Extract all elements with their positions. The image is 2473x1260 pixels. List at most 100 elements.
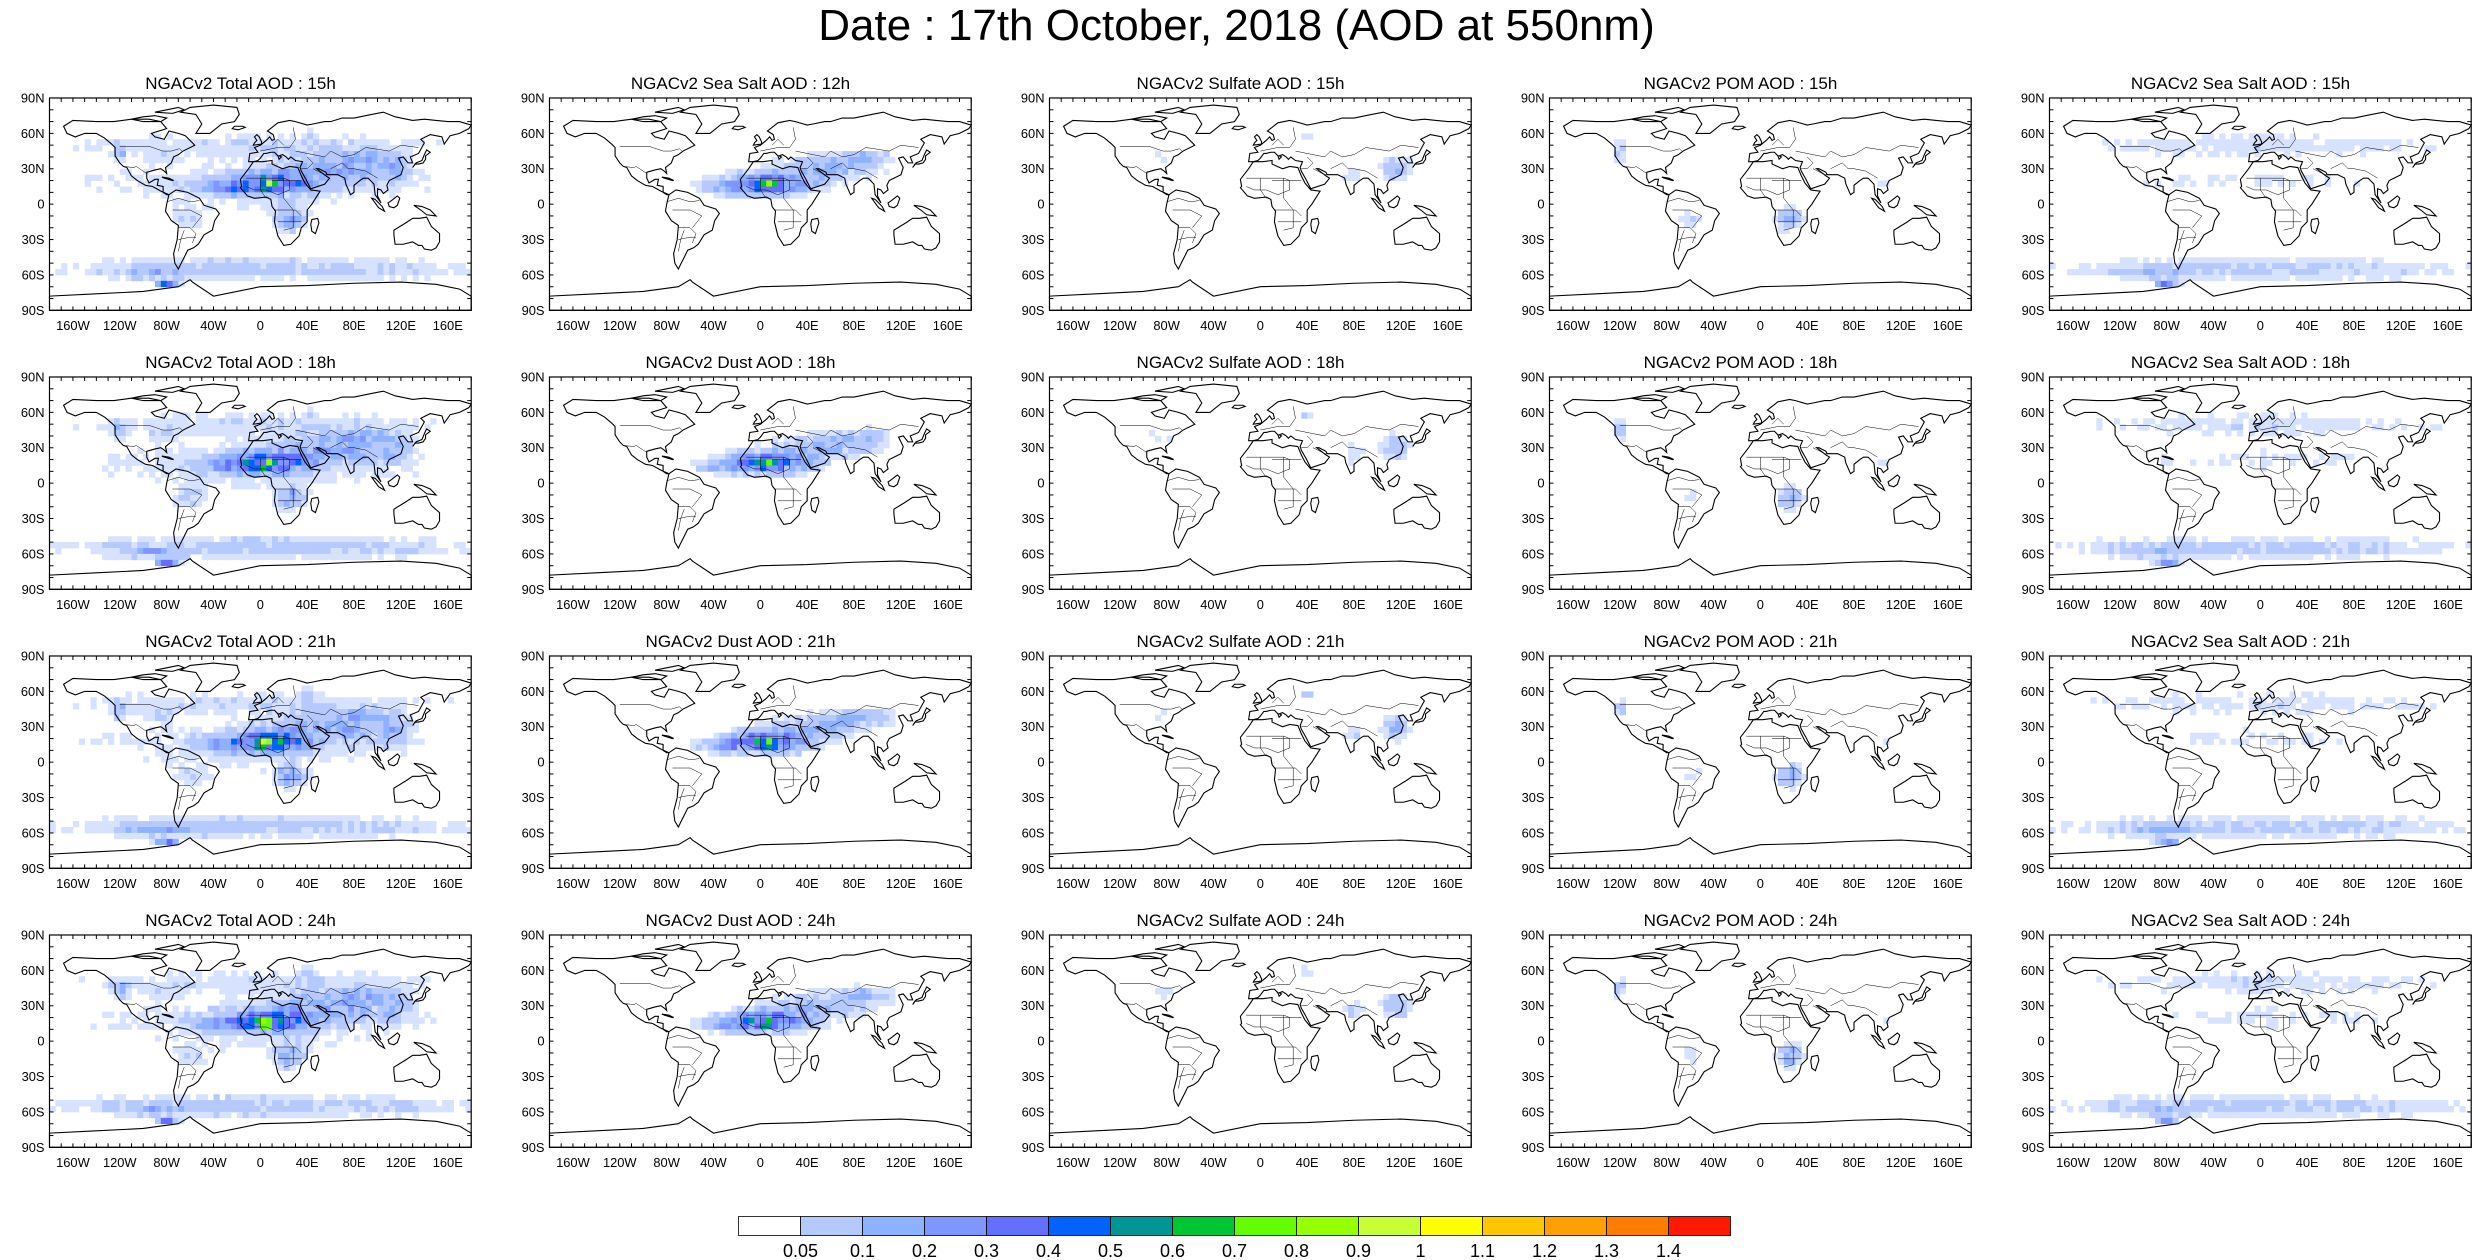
lat-tick-label: 60N: [1521, 963, 1545, 978]
lon-tick-label: 160W: [2056, 876, 2090, 891]
lat-tick-label: 60S: [1522, 546, 1545, 561]
map-panel: NGACv2 Sea Salt AOD : 18h 90N 60N 30N 0 30S 60…: [2008, 353, 2473, 631]
aod-colorbar: 0.05 0.1 0.2 0.3 0.4 0.5 0.6 0.7 0.8 0.9 1 1.1 1.2 1.…: [738, 1216, 1731, 1260]
lon-tick-label: 120W: [2103, 1155, 2137, 1170]
colorbar-label: 1.3: [1594, 1241, 1619, 1260]
lon-tick-label: 40E: [1296, 318, 1319, 333]
lon-tick-label: 120E: [886, 876, 916, 891]
figure-title: Date : 17th October, 2018 (AOD at 550nm): [818, 1, 1655, 50]
world-map: 90N 60N 30N 0 30S 60S 90S 160W 120W 80W 40W 0 40E 80E…: [1521, 369, 1973, 612]
lat-tick-label: 60S: [522, 825, 545, 840]
lon-tick-label: 80W: [2153, 597, 2180, 612]
coastlines: [1548, 941, 1973, 1148]
lon-tick-label: 80E: [343, 597, 366, 612]
lon-tick-label: 120E: [2386, 1155, 2416, 1170]
lon-tick-label: 80W: [653, 876, 680, 891]
map-panel: NGACv2 POM AOD : 15h 90N 60N 30N 0 30S 60S 90S 1…: [1508, 74, 1973, 352]
aod-field: [2049, 970, 2466, 1125]
lon-tick-label: 0: [1757, 876, 1764, 891]
colorbar-label: 1.2: [1532, 1241, 1557, 1260]
lat-tick-label: 60S: [1022, 546, 1045, 561]
colorbar-label: 0.5: [1098, 1241, 1123, 1260]
lat-tick-label: 30S: [2022, 511, 2045, 526]
lon-tick-label: 160E: [933, 876, 963, 891]
lon-tick-label: 40W: [1200, 597, 1227, 612]
colorbar-swatch: [1544, 1216, 1607, 1236]
colorbar-swatch: [1234, 1216, 1297, 1236]
aod-field: [1149, 412, 1414, 466]
lon-tick-label: 120E: [886, 1155, 916, 1170]
lon-tick-label: 120W: [1603, 1155, 1637, 1170]
lon-tick-label: 80E: [1343, 876, 1366, 891]
colorbar-label: 0.9: [1346, 1241, 1371, 1260]
lat-tick-label: 30N: [1521, 161, 1545, 176]
lon-tick-label: 40W: [200, 597, 227, 612]
colorbar-swatch: [1172, 1216, 1235, 1236]
panel-title: NGACv2 Total AOD : 15h: [145, 74, 336, 93]
lon-tick-label: 160E: [1933, 597, 1963, 612]
lat-tick-label: 30N: [521, 719, 545, 734]
colorbar-label: 1: [1415, 1241, 1425, 1260]
lon-tick-label: 120W: [1603, 597, 1637, 612]
lon-tick-label: 80E: [2343, 1155, 2366, 1170]
lat-tick-label: 60N: [21, 126, 45, 141]
colorbar-swatch: [1048, 1216, 1111, 1236]
lon-tick-label: 40W: [700, 318, 727, 333]
lat-tick-label: 30N: [521, 161, 545, 176]
lat-tick-label: 0: [537, 1034, 544, 1049]
lon-tick-label: 80E: [343, 876, 366, 891]
lat-tick-label: 30S: [1022, 1069, 1045, 1084]
country-borders: [119, 685, 419, 810]
colorbar-swatch: [800, 1216, 863, 1236]
lat-tick-label: 30S: [522, 232, 545, 247]
lat-tick-label: 30S: [522, 1069, 545, 1084]
coastlines: [548, 941, 973, 1148]
coastlines: [548, 662, 973, 869]
country-borders: [119, 964, 419, 1089]
aod-field: [690, 982, 896, 1036]
lat-tick-label: 0: [37, 755, 44, 770]
lat-tick-label: 30N: [1021, 161, 1045, 176]
lat-tick-label: 60S: [22, 546, 45, 561]
lat-tick-label: 90N: [21, 369, 45, 384]
colorbar-swatch: [1110, 1216, 1173, 1236]
panel-title: NGACv2 POM AOD : 21h: [1643, 632, 1838, 651]
country-borders: [1619, 406, 1919, 531]
map-panel: NGACv2 POM AOD : 24h 90N 60N 30N 0 30S 60S 90S 1…: [1508, 911, 1973, 1189]
lon-tick-label: 40E: [796, 876, 819, 891]
panel-title: NGACv2 Sea Salt AOD : 21h: [2130, 632, 2351, 651]
lat-tick-label: 0: [2037, 197, 2044, 212]
lat-tick-label: 90S: [1022, 582, 1045, 597]
lon-tick-label: 120E: [886, 318, 916, 333]
lon-tick-label: 0: [1757, 318, 1764, 333]
colorbar-label: 1.4: [1656, 1241, 1681, 1260]
lon-tick-label: 160E: [1433, 876, 1463, 891]
lon-tick-label: 160W: [1556, 1155, 1590, 1170]
lon-tick-label: 120W: [603, 597, 637, 612]
lat-tick-label: 90S: [522, 1140, 545, 1155]
lon-tick-label: 160W: [1056, 876, 1090, 891]
lon-tick-label: 40E: [2296, 1155, 2319, 1170]
lon-tick-label: 120E: [1886, 876, 1916, 891]
lon-tick-label: 120E: [386, 597, 416, 612]
panel-title: NGACv2 Sea Salt AOD : 18h: [2130, 353, 2351, 372]
country-borders: [1119, 406, 1419, 531]
colorbar-label: 0.05: [783, 1241, 818, 1260]
lon-tick-label: 160E: [1933, 876, 1963, 891]
lon-tick-label: 120W: [603, 318, 637, 333]
lon-tick-label: 40W: [200, 1155, 227, 1170]
panel-title: NGACv2 Dust AOD : 21h: [645, 632, 836, 651]
lon-tick-label: 160W: [1556, 876, 1590, 891]
lat-tick-label: 60S: [1522, 825, 1545, 840]
lon-tick-label: 120W: [103, 597, 137, 612]
lon-tick-label: 80E: [1343, 318, 1366, 333]
lat-tick-label: 0: [1037, 1034, 1044, 1049]
lon-tick-label: 0: [1257, 1155, 1264, 1170]
colorbar-label: 0.6: [1160, 1241, 1185, 1260]
lon-tick-label: 0: [757, 1155, 764, 1170]
colorbar-label: 0.2: [912, 1241, 937, 1260]
lon-tick-label: 120E: [886, 597, 916, 612]
lon-tick-label: 0: [2257, 876, 2264, 891]
aod-field: [49, 406, 472, 567]
lat-tick-label: 90N: [1021, 369, 1045, 384]
